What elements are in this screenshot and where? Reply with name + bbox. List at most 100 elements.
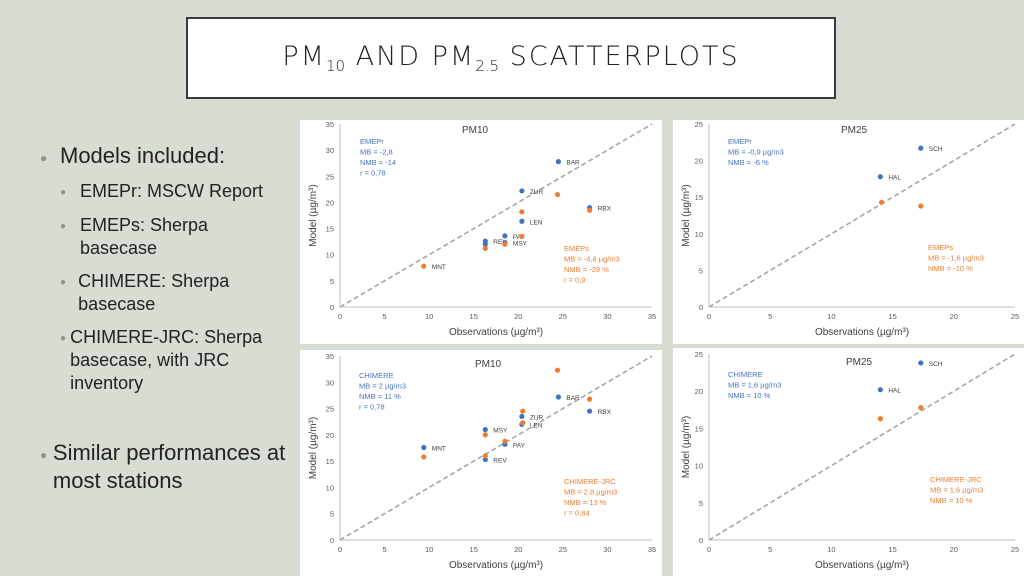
x-tick-label: 20 [950, 545, 958, 554]
y-axis-title: Model (µg/m³) [681, 416, 692, 478]
point-label: LEN [530, 422, 543, 429]
bullet-text: CHIMERE-JRC: Sherpa basecase, with JRC i… [70, 327, 263, 393]
y-tick-label: 5 [330, 277, 334, 286]
reference-line-1-1 [339, 123, 653, 308]
y-tick-label: 25 [326, 172, 334, 181]
stats-text: MB = 2,8 µg/m3 [564, 488, 617, 497]
data-point [482, 427, 488, 433]
scatter-svg: 0 5 10 15 20 25 30 35 0 5 10 15 20 25 30 35 PM10 Observat… [308, 352, 656, 571]
stats-text: CHIMERE-JRC [930, 475, 982, 484]
scatter-svg: 0 5 10 15 20 25 30 35 0 5 10 15 20 25 30 35 PM10 Observat… [308, 120, 656, 338]
data-point [519, 188, 525, 194]
x-tick-label: 30 [603, 312, 611, 321]
bullet-item: ● CHIMERE: Sherpa basecase [60, 270, 290, 316]
chart-pm25-chimere: 0 5 10 15 20 25 0 5 10 15 20 25 PM25 Observations (µg… [673, 348, 1024, 576]
data-point [482, 456, 488, 463]
point-label: REV [493, 458, 507, 465]
x-axis-title: Observations (µg/m³) [815, 327, 909, 338]
bullet-item: ● EMEPr: MSCW Report [60, 180, 290, 204]
x-tick-label: 25 [559, 545, 567, 554]
y-tick-label: 10 [695, 230, 703, 239]
y-tick-label: 0 [330, 536, 334, 545]
bullet-item: ● CHIMERE-JRC: Sherpa basecase, with JRC … [60, 326, 290, 395]
stats-text: CHIMERE [359, 371, 394, 380]
data-point [482, 432, 488, 438]
point-label: RBX [598, 409, 612, 416]
x-tick-label: 15 [888, 312, 896, 321]
point-label: HAL [888, 388, 901, 395]
stats-text: r = 0,84 [564, 509, 590, 518]
y-tick-label: 0 [699, 536, 703, 545]
point-label: BAR [566, 395, 580, 402]
bullet-dot-icon: ● [40, 151, 48, 165]
point-label: MNT [432, 445, 446, 452]
stats-text: NMB = -6 % [728, 158, 769, 167]
data-point [587, 207, 593, 213]
bullet-text: Models included: [60, 143, 226, 168]
bullet-list: ● Models included: ● EMEPr: MSCW Report ● E… [40, 142, 290, 503]
stats-text: EMEPs [928, 243, 953, 252]
data-point [877, 387, 883, 393]
stats-text: MB = -1,6 µg/m3 [928, 254, 984, 263]
y-tick-label: 25 [695, 350, 703, 359]
bullet-dot-icon: ● [60, 187, 67, 198]
x-tick-label: 25 [1011, 312, 1019, 321]
stats-text: EMEPr [360, 137, 384, 146]
bullet-similar: ● Similar performances at most stations [40, 439, 290, 495]
data-point [519, 413, 525, 420]
data-point [918, 203, 924, 209]
stats-text: CHIMERE-JRC [564, 477, 616, 486]
point-label: PAY [513, 234, 526, 241]
x-tick-label: 15 [470, 545, 478, 554]
x-tick-label: 15 [888, 545, 896, 554]
y-tick-label: 25 [695, 120, 703, 129]
y-tick-label: 5 [699, 266, 703, 275]
stats-text: NMB = 10 % [930, 496, 973, 505]
reference-line-1-1 [708, 123, 1016, 308]
stats-text: EMEPs [564, 244, 589, 253]
stats-text: r = 0,78 [359, 403, 385, 412]
point-label: PAY [513, 442, 526, 449]
stats-text: NMB = 10 % [728, 391, 771, 400]
y-tick-label: 5 [699, 499, 703, 508]
data-point [918, 145, 924, 151]
x-tick-label: 10 [827, 312, 835, 321]
chart-title: PM10 [462, 125, 489, 136]
x-tick-label: 20 [514, 312, 522, 321]
stats-text: NMB = 13 % [564, 498, 607, 507]
reference-line-1-1 [708, 353, 1016, 541]
bullet-item: ● EMEPs: Sherpa basecase [60, 214, 290, 260]
stats-text: NMB = -10 % [928, 264, 973, 273]
y-axis-title: Model (µg/m³) [308, 417, 319, 479]
title-part-scatterplots: SCATTERPLOTS [499, 41, 740, 72]
data-point [482, 241, 488, 247]
data-point [502, 438, 508, 444]
x-tick-label: 15 [470, 312, 478, 321]
data-point [587, 396, 593, 402]
stats-text: MB = -2,8 [360, 148, 393, 157]
x-tick-label: 10 [425, 312, 433, 321]
data-point [421, 444, 427, 451]
x-tick-label: 20 [514, 545, 522, 554]
bullet-dot-icon: ● [60, 221, 67, 232]
y-tick-label: 10 [326, 251, 334, 260]
x-tick-label: 10 [425, 545, 433, 554]
y-tick-label: 0 [330, 303, 334, 312]
y-tick-label: 35 [326, 120, 334, 129]
y-tick-label: 15 [695, 424, 703, 433]
y-tick-label: 30 [326, 378, 334, 387]
y-axis-title: Model (µg/m³) [681, 184, 692, 246]
bullet-text: Similar performances at most stations [52, 440, 286, 493]
y-tick-label: 5 [330, 510, 334, 519]
y-tick-label: 15 [326, 225, 334, 234]
stats-text: EMEPr [728, 137, 752, 146]
x-tick-label: 30 [603, 545, 611, 554]
data-point [520, 420, 526, 426]
x-tick-label: 0 [338, 312, 342, 321]
x-axis-title: Observations (µg/m³) [449, 327, 543, 338]
y-tick-label: 10 [326, 483, 334, 492]
point-label: ZUR [530, 414, 544, 421]
x-tick-label: 5 [768, 545, 772, 554]
title-sub-25: 2.5 [475, 57, 500, 75]
y-tick-label: 35 [326, 352, 334, 361]
